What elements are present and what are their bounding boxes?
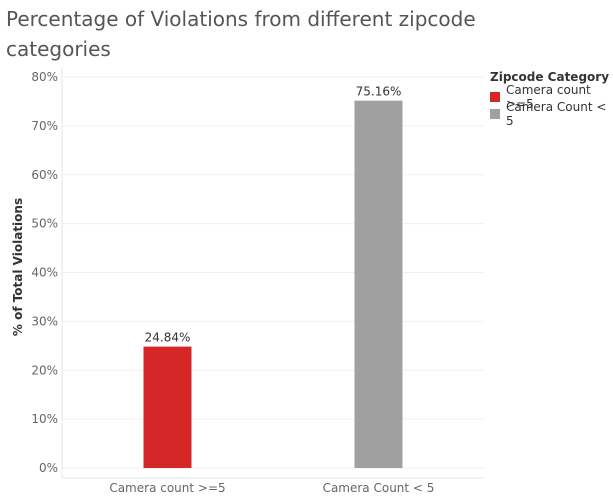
x-tick-label: Camera count >=5	[109, 481, 225, 495]
bar	[354, 100, 403, 468]
y-tick-label: 30%	[31, 314, 58, 328]
chart-title: Percentage of Violations from different …	[6, 7, 476, 61]
legend-item-camera-count-lt-5[interactable]: Camera Count < 5	[490, 100, 613, 128]
legend-label: Camera count >=5	[506, 82, 591, 111]
data-label: 24.84%	[145, 331, 191, 345]
legend: Zipcode Category Camera count >=5 Camera…	[490, 70, 613, 128]
y-tick-label: 0%	[39, 461, 58, 475]
legend-title: Zipcode Category	[490, 70, 610, 84]
legend-label: Camera Count < 5	[506, 99, 607, 128]
y-tick-label: 10%	[31, 412, 58, 426]
y-tick-label: 70%	[31, 119, 58, 133]
bar	[143, 346, 192, 468]
y-tick-label: 80%	[31, 70, 58, 84]
data-label: 75.16%	[356, 85, 402, 99]
legend-swatch	[490, 108, 500, 119]
y-tick-label: 60%	[31, 168, 58, 182]
legend-swatch	[490, 91, 500, 102]
y-tick-label: 20%	[31, 363, 58, 377]
legend-item-camera-count-gte-5[interactable]: Camera count >=5	[490, 83, 613, 111]
y-tick-label: 50%	[31, 217, 58, 231]
y-tick-label: 40%	[31, 266, 58, 280]
x-tick-label: Camera Count < 5	[323, 481, 435, 495]
